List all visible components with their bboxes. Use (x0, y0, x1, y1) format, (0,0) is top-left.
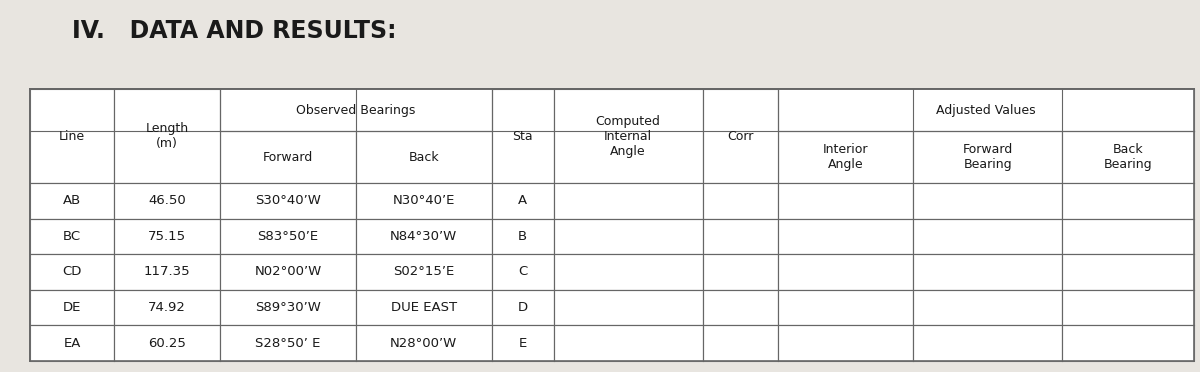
Text: 117.35: 117.35 (144, 265, 191, 278)
Text: S83°50’E: S83°50’E (258, 230, 318, 243)
Text: Back: Back (408, 151, 439, 164)
Bar (1062, 254, 1194, 290)
Text: IV.   DATA AND RESULTS:: IV. DATA AND RESULTS: (72, 19, 396, 43)
Text: S28°50’ E: S28°50’ E (256, 337, 320, 350)
Text: N02°00’W: N02°00’W (254, 265, 322, 278)
Bar (553, 218, 702, 254)
Text: N28°00’W: N28°00’W (390, 337, 457, 350)
Bar (220, 290, 356, 325)
Bar (114, 325, 220, 361)
Text: Computed
Internal
Angle: Computed Internal Angle (595, 115, 661, 158)
Text: CD: CD (62, 265, 82, 278)
Bar (778, 218, 913, 254)
Text: AB: AB (62, 194, 82, 207)
Bar (702, 290, 778, 325)
Bar (30, 89, 114, 183)
Text: 74.92: 74.92 (148, 301, 186, 314)
Bar (356, 290, 492, 325)
Text: DUE EAST: DUE EAST (391, 301, 457, 314)
Bar (702, 218, 778, 254)
Bar (778, 290, 913, 325)
Text: D: D (517, 301, 528, 314)
Bar (553, 183, 702, 218)
Text: BC: BC (62, 230, 82, 243)
Bar (220, 183, 356, 218)
Text: C: C (518, 265, 527, 278)
Bar (114, 183, 220, 218)
Bar (553, 325, 702, 361)
Bar (220, 325, 356, 361)
Text: 75.15: 75.15 (148, 230, 186, 243)
Text: Corr: Corr (727, 129, 754, 142)
Bar (114, 254, 220, 290)
Text: Back
Bearing: Back Bearing (1104, 143, 1152, 171)
Bar (913, 254, 1062, 290)
Bar (1062, 325, 1194, 361)
Text: B: B (518, 230, 527, 243)
Bar (114, 218, 220, 254)
Text: Observed Bearings: Observed Bearings (296, 104, 415, 117)
Text: Forward
Bearing: Forward Bearing (962, 143, 1013, 171)
Bar (30, 183, 114, 218)
Bar (1062, 183, 1194, 218)
Bar (30, 325, 114, 361)
Text: N84°30’W: N84°30’W (390, 230, 457, 243)
Text: Adjusted Values: Adjusted Values (936, 104, 1036, 117)
Bar (702, 254, 778, 290)
Text: DE: DE (62, 301, 82, 314)
Bar (1062, 218, 1194, 254)
Bar (913, 325, 1062, 361)
Bar (1062, 290, 1194, 325)
Bar (492, 325, 553, 361)
Bar (356, 254, 492, 290)
Bar (220, 218, 356, 254)
Bar (778, 183, 913, 218)
Text: S02°15’E: S02°15’E (394, 265, 455, 278)
Bar (913, 218, 1062, 254)
Bar (114, 290, 220, 325)
Text: S89°30’W: S89°30’W (256, 301, 320, 314)
Bar (220, 254, 356, 290)
Bar (553, 290, 702, 325)
Text: Line: Line (59, 129, 85, 142)
Text: 60.25: 60.25 (148, 337, 186, 350)
Text: Interior
Angle: Interior Angle (823, 143, 868, 171)
Text: Sta: Sta (512, 129, 533, 142)
Bar (492, 254, 553, 290)
Bar (702, 89, 778, 183)
Text: Forward: Forward (263, 151, 313, 164)
Bar (356, 183, 492, 218)
Bar (913, 290, 1062, 325)
Text: S30°40’W: S30°40’W (256, 194, 320, 207)
Bar (553, 254, 702, 290)
Bar (114, 89, 220, 183)
Text: E: E (518, 337, 527, 350)
Bar (492, 183, 553, 218)
Bar (30, 290, 114, 325)
Text: EA: EA (64, 337, 80, 350)
Text: 46.50: 46.50 (149, 194, 186, 207)
Text: A: A (518, 194, 527, 207)
Bar (492, 89, 553, 183)
Bar (30, 254, 114, 290)
Bar (778, 325, 913, 361)
Bar (702, 183, 778, 218)
Bar (30, 218, 114, 254)
Text: N30°40’E: N30°40’E (392, 194, 455, 207)
Bar (492, 290, 553, 325)
Bar (913, 183, 1062, 218)
Bar (356, 218, 492, 254)
Bar (778, 254, 913, 290)
Bar (702, 325, 778, 361)
Bar (356, 325, 492, 361)
Text: Length
(m): Length (m) (145, 122, 188, 150)
Bar (492, 218, 553, 254)
